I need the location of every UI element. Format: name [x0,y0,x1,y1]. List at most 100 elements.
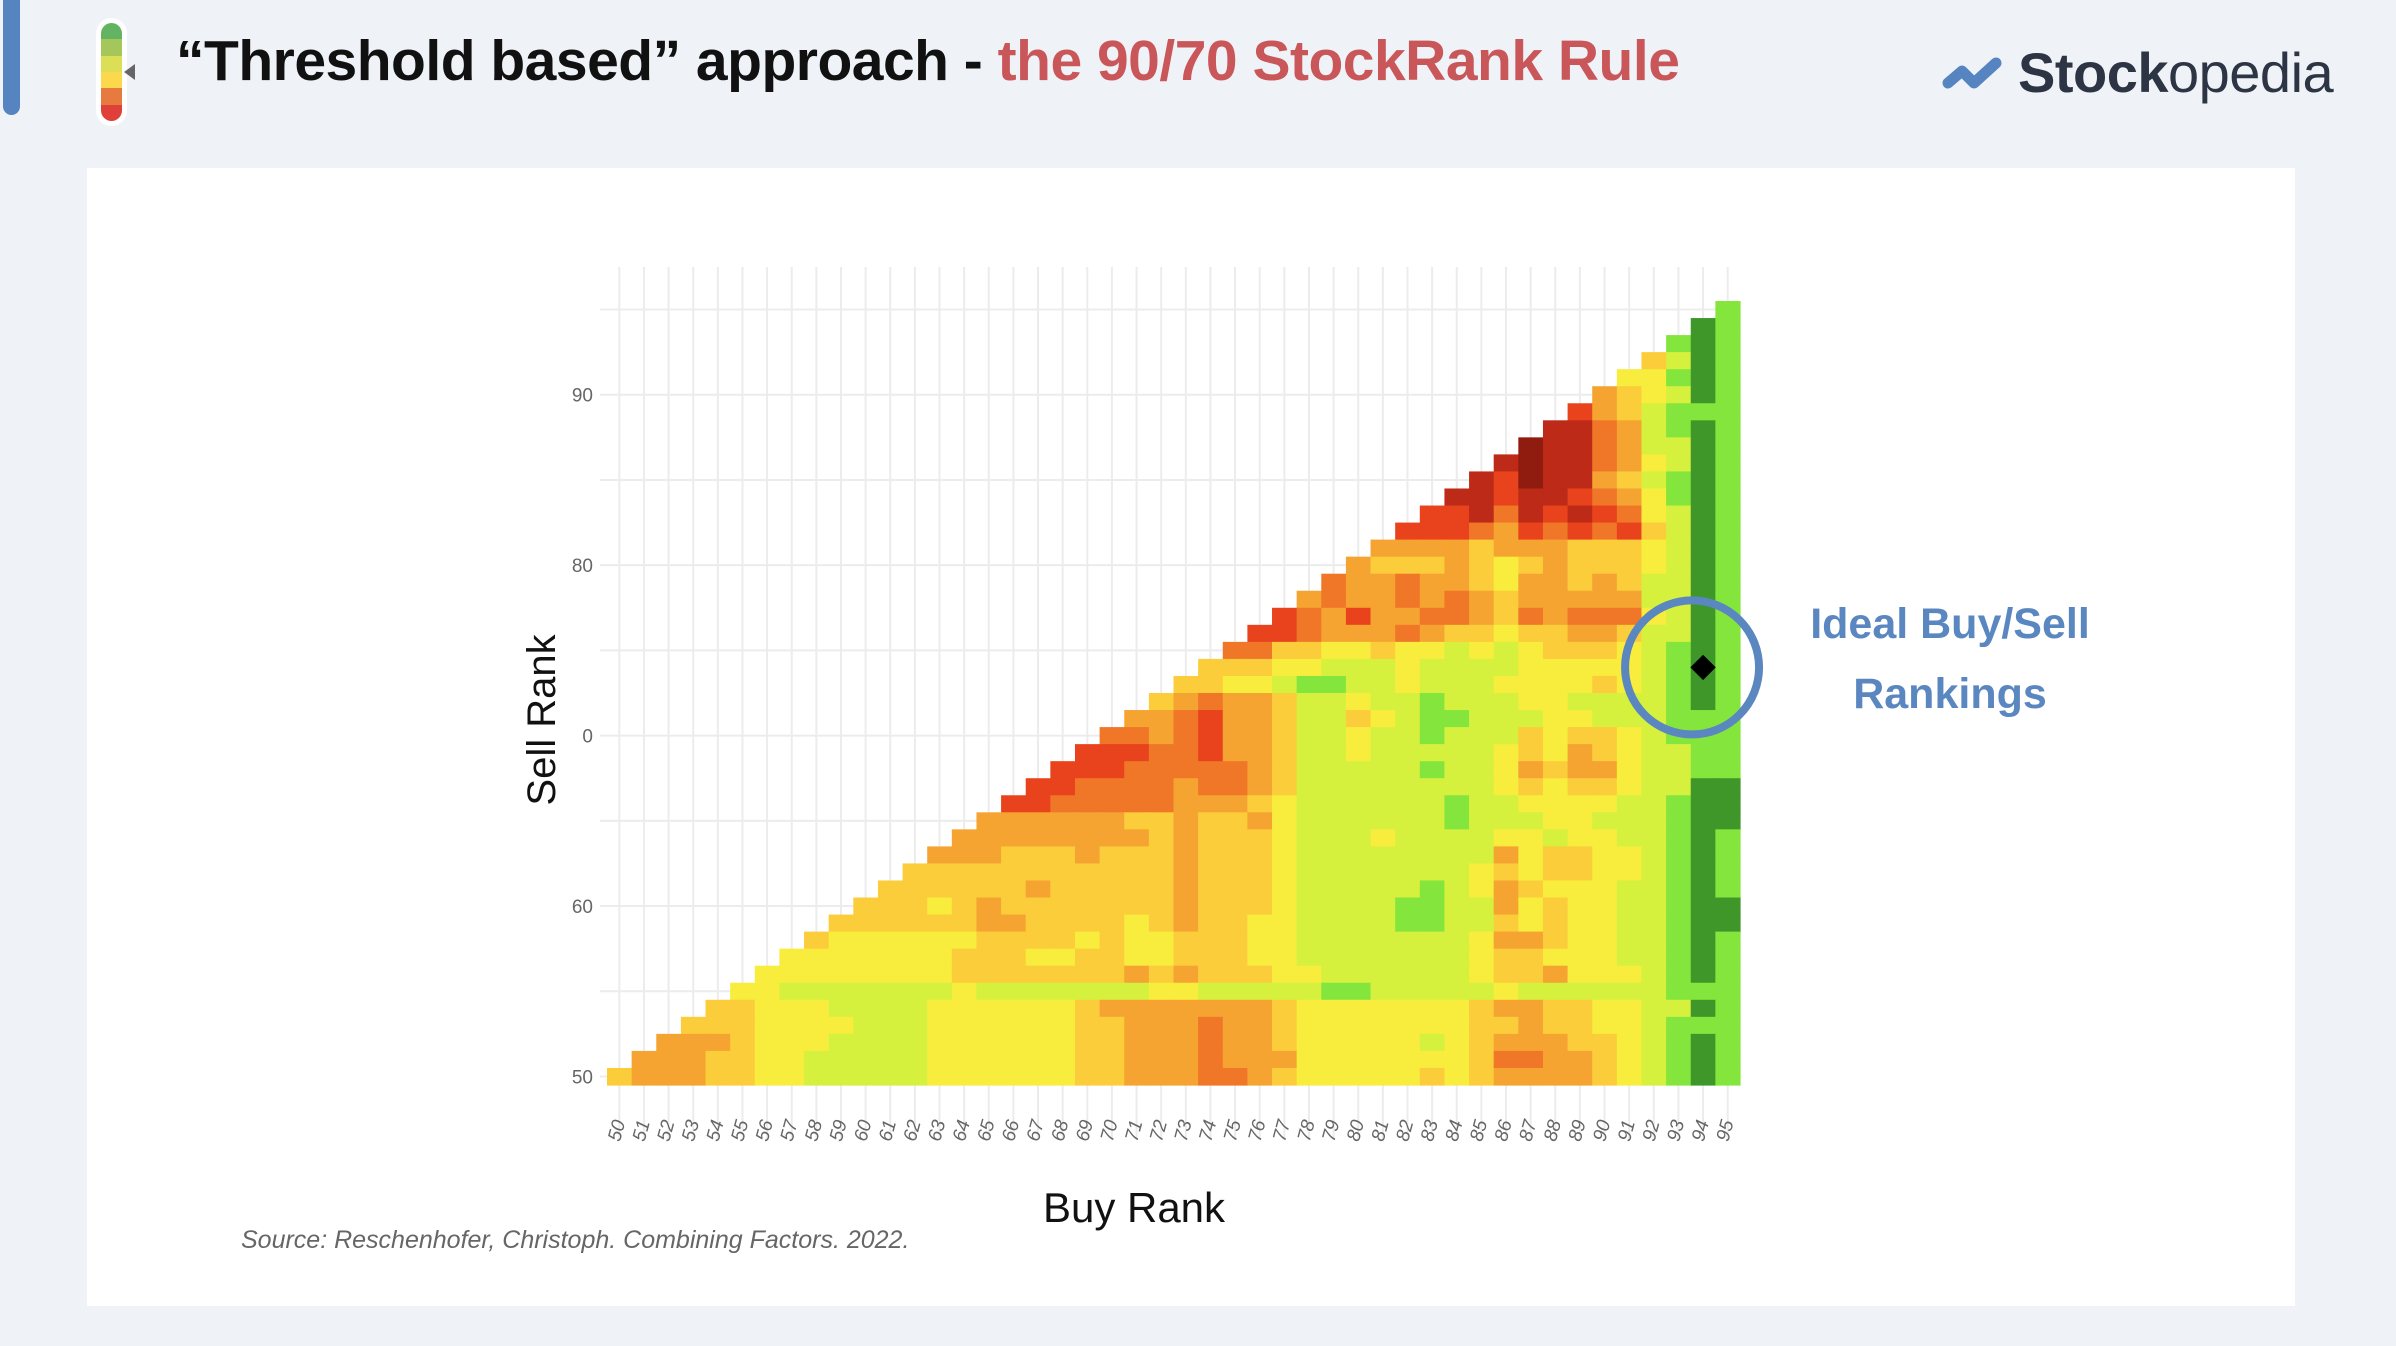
heatmap-cell [1690,846,1716,865]
x-axis-ticks: 5051525354555657585960616263646566676869… [604,1116,1738,1143]
heatmap-cell [1025,812,1051,830]
heatmap-cell [877,965,904,984]
heatmap-cell [1198,829,1224,847]
heatmap-cell [951,846,978,865]
heatmap-cell [1001,1050,1027,1069]
heatmap-cell [1296,641,1322,660]
heatmap-cell [853,982,879,1001]
heatmap-cell [656,1033,682,1052]
heatmap-cell [1641,522,1667,541]
heatmap-cell [1666,880,1692,899]
heatmap-cell [1222,1067,1248,1086]
heatmap-cell [1370,1016,1396,1035]
heatmap-cell [1542,641,1569,660]
heatmap-cell [1272,1067,1298,1086]
heatmap-cell [1148,727,1175,745]
heatmap-cell [1247,675,1273,694]
heatmap-cell [1542,812,1569,830]
heatmap-cell [1641,573,1667,592]
heatmap-cell [1419,624,1446,643]
heatmap-cell [1592,1033,1618,1052]
heatmap-cell [1444,573,1470,592]
heatmap-cell [1493,573,1519,592]
heatmap-cell [1124,999,1150,1018]
heatmap-cell [1518,693,1544,711]
heatmap-cell [1198,897,1224,916]
y-axis-ticks: 90 80 0 60 50 [572,386,593,1089]
heatmap-cell [1124,795,1150,813]
heatmap-cell [779,982,805,1001]
heatmap-cell [656,1050,682,1069]
heatmap-cell [1493,880,1519,899]
heatmap-cell [976,999,1002,1018]
x-tick-label: 66 [998,1117,1024,1143]
heatmap-cell [1148,1016,1175,1035]
heatmap-cell [951,897,978,916]
heatmap-cell [1124,982,1150,1001]
heatmap-cell [1469,948,1495,967]
heatmap-cell [951,880,978,899]
heatmap-cell [1222,1016,1248,1035]
x-tick-label: 81 [1368,1118,1394,1144]
heatmap-cell [1321,1033,1347,1052]
heatmap-cell [1321,948,1347,967]
heatmap-cell [1444,539,1470,558]
heatmap-cell [1641,403,1667,421]
heatmap-cell [1173,1067,1199,1086]
heatmap-cell [1616,386,1643,404]
heatmap-cell [1395,761,1421,779]
heatmap-cell [1222,914,1248,933]
heatmap-cell [1074,778,1101,796]
heatmap-cell [1690,1033,1716,1052]
heatmap-cell [1666,761,1692,779]
heatmap-cell [1616,522,1643,541]
heatmap-cell [1222,931,1248,950]
heatmap-cell [1395,522,1421,541]
heatmap-cell [1666,999,1692,1018]
heatmap-cell [927,863,953,882]
heatmap-cell [1641,437,1667,455]
heatmap-cell [1222,658,1248,677]
heatmap-cell [1198,1016,1224,1035]
heatmap-cell [902,982,928,1001]
heatmap-cell [1666,1050,1692,1069]
heatmap-cell [730,1067,756,1086]
heatmap-cell [1198,795,1224,813]
heatmap-cell [1296,710,1322,728]
heatmap-cell [1222,693,1248,711]
heatmap-cell [1641,931,1667,950]
heatmap-cell [1567,420,1593,438]
heatmap-cell [1493,693,1519,711]
heatmap-cell [1641,454,1667,473]
heatmap-cell [1666,522,1692,541]
heatmap-cell [1296,675,1322,694]
heatmap-cell [1345,641,1372,660]
heatmap-cell [1493,454,1519,473]
heatmap-cell [656,1067,682,1086]
heatmap-cell [1616,1033,1643,1052]
heatmap-cell [1074,897,1101,916]
heatmap-cell [976,829,1002,847]
heatmap-cell [1272,641,1298,660]
heatmap-cell [1567,914,1593,933]
heatmap-cell [1567,471,1593,490]
heatmap-cell [1666,471,1692,490]
heatmap-cell [1370,829,1396,847]
heatmap-cell [1173,675,1199,694]
heatmap-cell [1444,641,1470,660]
heatmap-cell [1444,948,1470,967]
heatmap-cell [1419,744,1446,762]
heatmap-cell [1370,1067,1396,1086]
heatmap-cell [1222,829,1248,847]
heatmap-cell [1616,880,1643,899]
heatmap-cell [1690,386,1716,404]
heatmap-cell [1321,965,1347,984]
heatmap-cell [1469,710,1495,728]
heatmap-cell [1173,1033,1199,1052]
heatmap-cell [927,846,953,865]
heatmap-cell [1395,590,1421,609]
heatmap-cell [1715,641,1741,660]
heatmap-cell [1469,641,1495,660]
heatmap-cell [1567,1050,1593,1069]
heatmap-cell [1592,471,1618,490]
